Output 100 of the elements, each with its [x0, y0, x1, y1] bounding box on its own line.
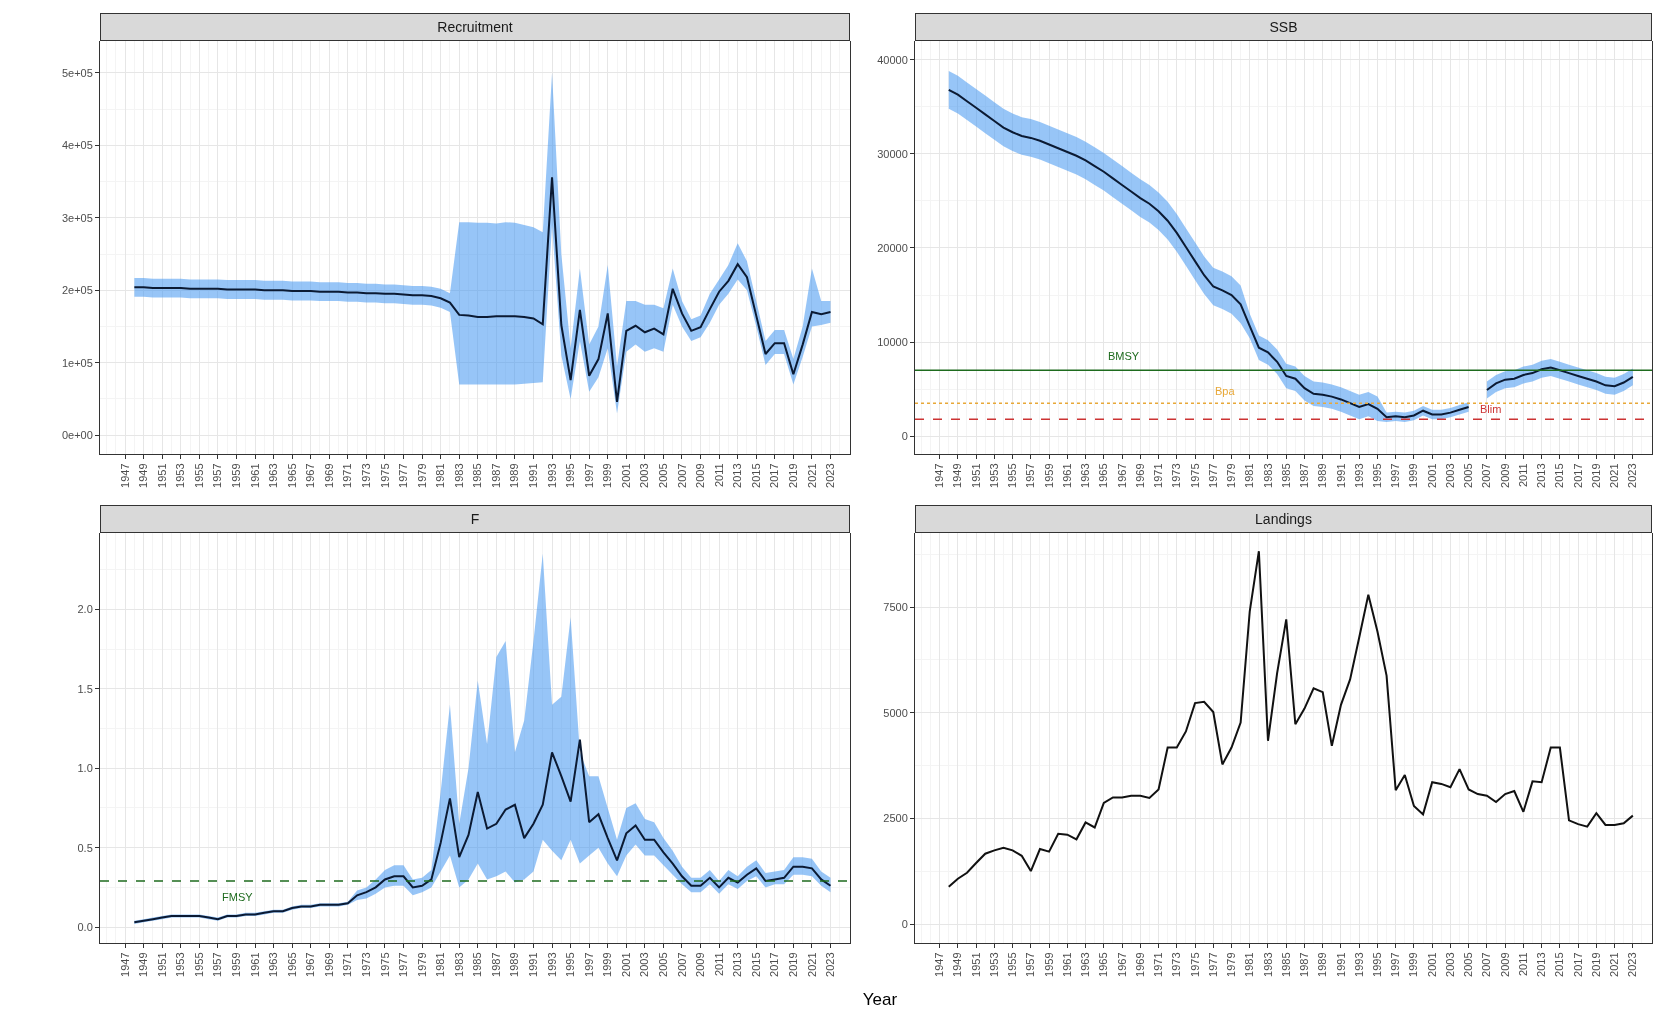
- x-tick-label: 2003: [638, 463, 651, 488]
- x-tick-label: 2021: [1608, 463, 1621, 488]
- x-tick-label: 2009: [694, 952, 707, 977]
- x-tick-label: 1959: [230, 952, 243, 977]
- x-tick-label: 1969: [322, 952, 335, 977]
- x-tick-label: 1949: [951, 952, 964, 977]
- x-tick-label: 1963: [267, 463, 280, 488]
- x-tick-label: 1971: [1152, 463, 1165, 488]
- y-tick-label: 1.0: [77, 762, 93, 775]
- x-tick-label: 1983: [1261, 463, 1274, 488]
- x-tick-label: 1989: [1316, 463, 1329, 488]
- x-tick-label: 2019: [1589, 952, 1602, 977]
- y-tick-label: 4e+05: [61, 139, 93, 152]
- x-tick-label: 2009: [1498, 463, 1511, 488]
- x-tick-label: 2001: [1425, 952, 1438, 977]
- line-series: [947, 550, 1634, 888]
- x-tick-label: 1953: [987, 463, 1000, 488]
- x-tick-label: 1999: [601, 952, 614, 977]
- x-tick-label: 2021: [805, 463, 818, 488]
- x-tick-label: 1967: [1115, 463, 1128, 488]
- x-tick-label: 1957: [1024, 463, 1037, 488]
- x-tick-label: 1965: [1097, 463, 1110, 488]
- y-tick-label: 40000: [877, 53, 908, 66]
- x-tick-label: 1997: [1389, 952, 1402, 977]
- y-tick-label: 5e+05: [61, 66, 93, 79]
- x-tick-label: 1999: [601, 463, 614, 488]
- x-tick-label: 2011: [1516, 952, 1529, 977]
- x-tick-label: 2015: [749, 463, 762, 488]
- y-tick-label: 0: [901, 429, 908, 442]
- x-tick-label: 1957: [1024, 952, 1037, 977]
- x-tick-label: 1987: [489, 463, 502, 488]
- x-tick-label: 1953: [174, 463, 187, 488]
- x-tick-label: 1971: [341, 463, 354, 488]
- x-tick-label: 1973: [359, 463, 372, 488]
- x-tick-label: 1991: [1334, 952, 1347, 977]
- x-tick-label: 1953: [987, 952, 1000, 977]
- x-tick-label: 1983: [452, 463, 465, 488]
- y-tick-label: 0.5: [77, 841, 93, 854]
- x-tick-label: 1973: [359, 952, 372, 977]
- x-tick-label: 1981: [1243, 463, 1256, 488]
- x-tick-label: 1963: [1079, 952, 1092, 977]
- x-tick-label: 1953: [174, 952, 187, 977]
- x-tick-label: 1999: [1407, 952, 1420, 977]
- x-tick-label: 1963: [1079, 463, 1092, 488]
- x-tick-label: 1979: [415, 463, 428, 488]
- x-tick-label: 2011: [712, 463, 725, 488]
- x-tick-label: 1947: [933, 952, 946, 977]
- x-tick-label: 1967: [1115, 952, 1128, 977]
- y-tick-label: 30000: [877, 147, 908, 160]
- x-tick-label: 1957: [211, 463, 224, 488]
- ref-line-label: FMSY: [222, 891, 254, 903]
- x-tick-label: 1977: [397, 952, 410, 977]
- y-tick-label: 7500: [883, 600, 908, 613]
- x-tick-label: 1999: [1407, 463, 1420, 488]
- x-tick-label: 1989: [508, 952, 521, 977]
- x-tick-label: 1997: [1389, 463, 1402, 488]
- x-tick-label: 2003: [1443, 463, 1456, 488]
- x-tick-label: 1971: [1152, 952, 1165, 977]
- x-tick-label: 1991: [527, 463, 540, 488]
- x-tick-label: 1985: [1279, 463, 1292, 488]
- x-tick-label: 1981: [434, 952, 447, 977]
- x-tick-label: 2009: [1498, 952, 1511, 977]
- x-tick-label: 1987: [489, 952, 502, 977]
- x-tick-label: 1973: [1170, 463, 1183, 488]
- x-tick-label: 2023: [1626, 952, 1639, 977]
- x-tick-label: 1989: [508, 463, 521, 488]
- x-tick-label: 1949: [137, 952, 150, 977]
- x-tick-label: 2023: [824, 952, 837, 977]
- x-tick-label: 2013: [731, 952, 744, 977]
- x-tick-label: 1969: [1133, 463, 1146, 488]
- x-tick-label: 2007: [675, 463, 688, 488]
- x-tick-label: 2005: [1462, 952, 1475, 977]
- x-tick-label: 1987: [1298, 952, 1311, 977]
- x-tick-label: 1959: [230, 463, 243, 488]
- x-tick-label: 2019: [1589, 463, 1602, 488]
- x-tick-label: 1951: [969, 463, 982, 488]
- x-tick-label: 1993: [1352, 463, 1365, 488]
- x-tick-label: 2007: [1480, 952, 1493, 977]
- x-tick-label: 2015: [1553, 952, 1566, 977]
- x-tick-label: 2003: [1443, 952, 1456, 977]
- x-tick-label: 1977: [1206, 463, 1219, 488]
- x-tick-label: 1959: [1042, 952, 1055, 977]
- x-tick-label: 1995: [564, 463, 577, 488]
- x-tick-label: 1977: [397, 463, 410, 488]
- x-tick-label: 2017: [1571, 463, 1584, 488]
- x-tick-label: 2001: [619, 952, 632, 977]
- x-tick-label: 2005: [657, 463, 670, 488]
- y-tick-label: 0.0: [77, 920, 93, 933]
- x-tick-label: 1977: [1206, 952, 1219, 977]
- y-tick-label: 0: [901, 918, 908, 931]
- x-tick-label: 2005: [657, 952, 670, 977]
- x-tick-label: 1957: [211, 952, 224, 977]
- x-tick-label: 1951: [155, 952, 168, 977]
- x-tick-label: 1967: [304, 463, 317, 488]
- x-tick-label: 1951: [969, 952, 982, 977]
- y-tick-label: 5000: [883, 706, 908, 719]
- x-tick-label: 1983: [452, 952, 465, 977]
- x-tick-label: 1979: [415, 952, 428, 977]
- x-axis-title: Year: [859, 990, 901, 1010]
- x-tick-label: 1989: [1316, 952, 1329, 977]
